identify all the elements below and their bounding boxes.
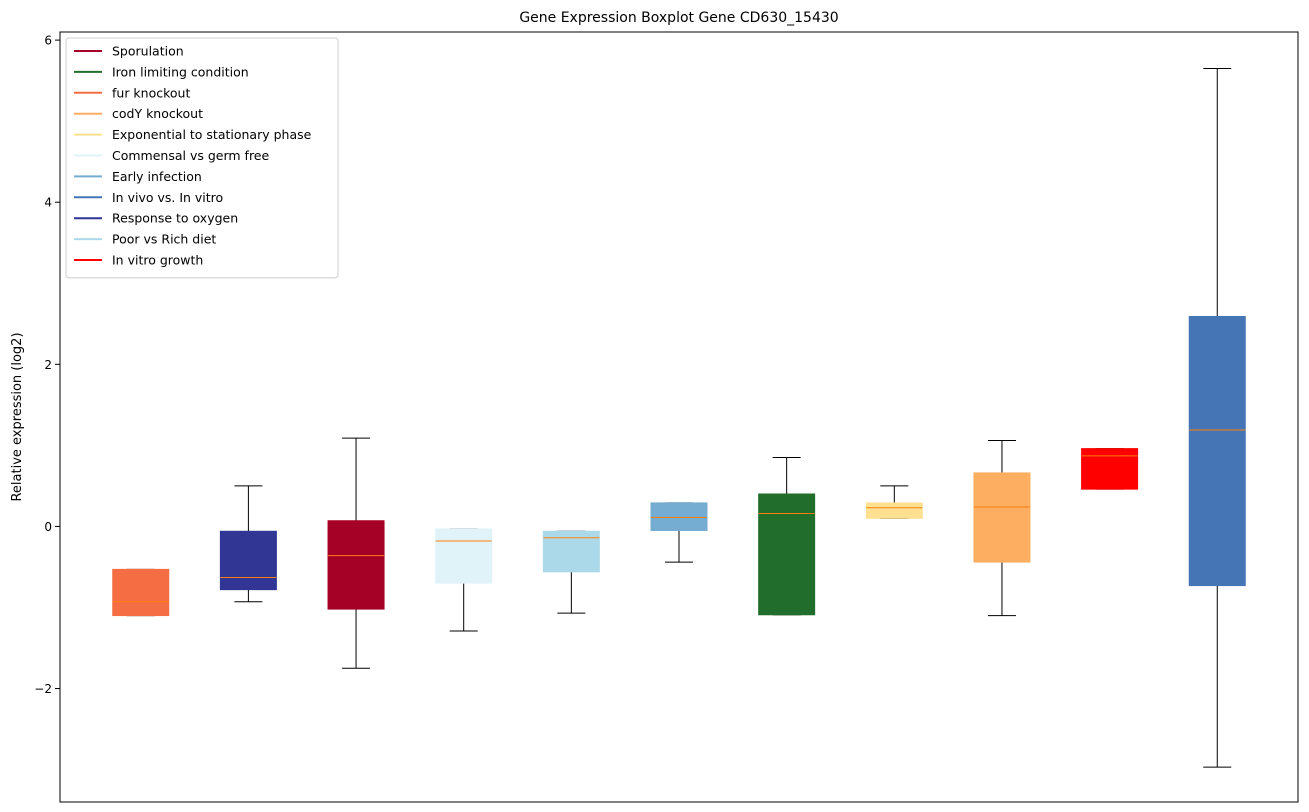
box-body [327, 520, 385, 610]
y-axis: −2 0 2 4 6 [34, 34, 60, 696]
legend-label: Exponential to stationary phase [112, 127, 312, 142]
box-in-vivo-vs-in-vitro [1188, 67, 1246, 768]
box-cody-knockout [973, 440, 1031, 617]
y-axis-label: Relative expression (log2) [10, 332, 25, 501]
y-tick-label: 0 [44, 520, 52, 534]
y-tick-label: 4 [44, 196, 52, 210]
legend-label: codY knockout [112, 106, 203, 121]
box-poor-vs-rich-diet [542, 530, 600, 614]
box-body [219, 530, 277, 591]
boxes-layer [112, 67, 1246, 768]
legend-label: Commensal vs germ free [112, 148, 269, 163]
y-tick-label: 6 [44, 34, 52, 48]
box-body [865, 502, 923, 519]
chart-title: Gene Expression Boxplot Gene CD630_15430 [519, 10, 838, 26]
box-sporulation [327, 437, 385, 669]
box-body [650, 502, 708, 531]
box-iron-limiting-condition [758, 457, 816, 616]
box-body [1081, 448, 1139, 490]
box-body [1188, 315, 1246, 587]
box-commensal-vs-germ-free [435, 528, 493, 632]
legend: Sporulation Iron limiting condition fur kn… [65, 37, 339, 279]
box-body [758, 493, 816, 616]
box-body [973, 472, 1031, 563]
legend-frame [65, 37, 339, 279]
y-tick-label: −2 [34, 682, 52, 696]
legend-label: Sporulation [112, 44, 184, 59]
box-body [112, 568, 170, 617]
plot-area-frame [59, 31, 1299, 803]
box-exponential-to-stationary-phase [865, 485, 923, 519]
legend-label: In vitro growth [112, 253, 203, 268]
y-tick-label: 2 [44, 358, 52, 372]
legend-label: Early infection [112, 169, 202, 184]
legend-label: Iron limiting condition [112, 64, 249, 79]
legend-label: In vivo vs. In vitro [112, 190, 223, 205]
legend-label: Poor vs Rich diet [112, 232, 216, 247]
legend-label: Response to oxygen [112, 211, 238, 226]
box-body [435, 528, 493, 584]
box-early-infection [650, 502, 708, 563]
legend-label: fur knockout [112, 85, 190, 100]
box-in-vitro-growth [1081, 448, 1139, 490]
box-fur-knockout [112, 568, 170, 617]
box-response-to-oxygen [219, 485, 277, 603]
